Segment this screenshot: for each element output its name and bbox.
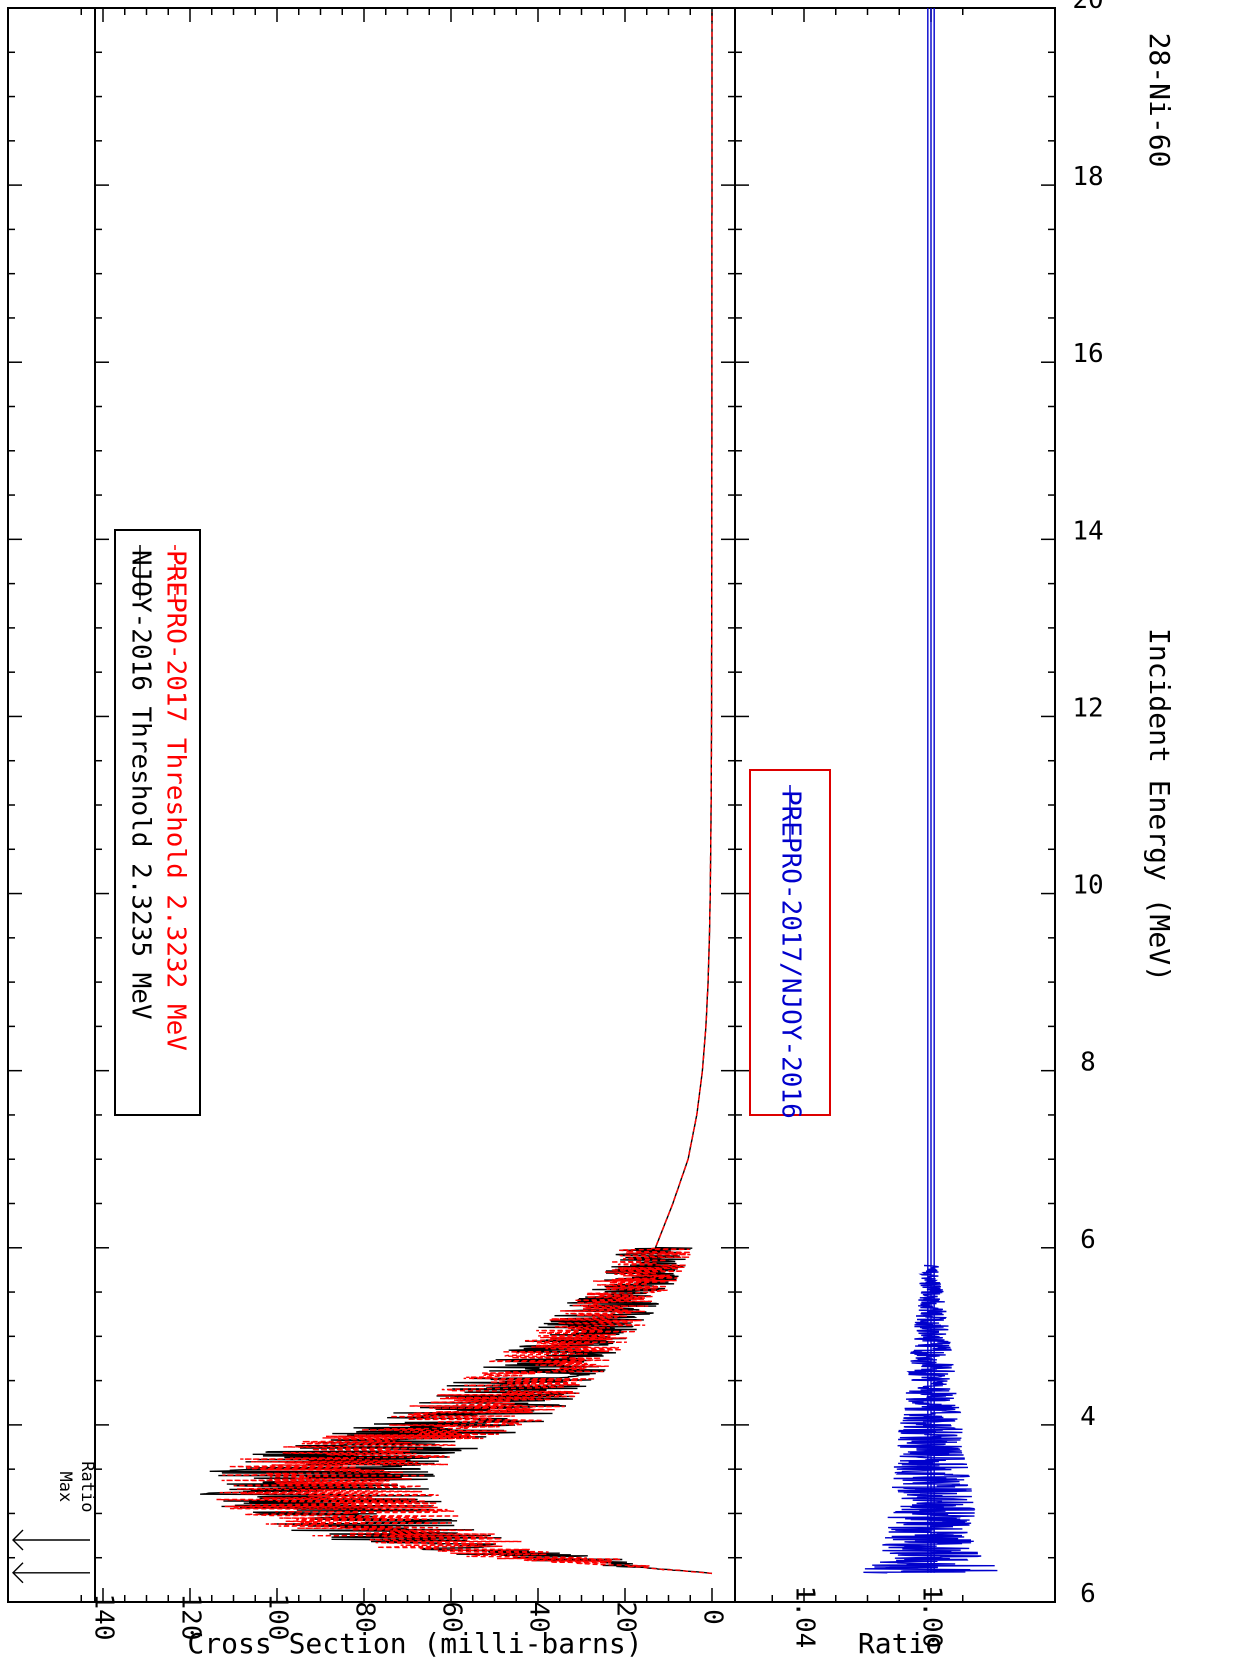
cross-section-axis-title: Cross Section (milli-barns) [187,1627,642,1660]
series-line-njoy [200,12,713,1575]
rotated-plot: 6 4 6 8 10 12 14 16 18 20 0 20 40 60 80 100 120 140 1.00 1.… [7,0,1177,1660]
ratio-axis-title: Ratio [858,1627,942,1660]
axis-ticks [8,7,1055,1603]
cross-section-legend: NJOY-2016 Threshold 2.3235 MeV PREPRO-20… [114,529,201,1116]
legend-prepro-label: PREPRO-2017 Threshold 2.3232 MeV [161,550,191,1051]
y-tick-label: 80 [350,1601,380,1632]
ratio-label: Ratio [77,1461,97,1512]
y-tick-label: 0 [698,1609,728,1625]
max-label: Max [55,1472,75,1503]
x-tick-label: 6 [1080,1579,1096,1609]
legend-njoy-label: NJOY-2016 Threshold 2.3235 MeV [126,550,156,1020]
x-tick-label: 4 [1080,1402,1096,1432]
cross-section-series [200,12,713,1575]
max-ratio-marker: Max Ratio [12,1461,97,1584]
x-tick-label: 10 [1072,871,1103,901]
material-label: 28-Ni-60 [1143,33,1176,168]
ratio-tick-label: 1.00 [917,1586,947,1649]
y-tick-label: 60 [437,1601,467,1632]
x-tick-label: 8 [1080,1048,1096,1078]
ratio-series [863,8,998,1574]
max-ratio-arrow-head [12,1562,24,1584]
ratio-tick-label: 1.04 [790,1586,820,1649]
x-tick-label: 16 [1072,339,1103,369]
legend-ratio-label: PREPRO-2017/NJOY-2016 [776,790,806,1119]
y-tick-label: 40 [524,1601,554,1632]
x-tick-label: 18 [1072,162,1103,192]
max-ratio-arrow-head [12,1529,24,1551]
y-tick-label: 140 [89,1594,119,1641]
max-ratio-strip [7,7,96,1603]
y-tick-label: 100 [263,1594,293,1641]
x-axis-title: Incident Energy (MeV) [1143,628,1176,982]
series-line-ratio [863,1264,998,1574]
ratio-legend: PREPRO-2017/NJOY-2016 [749,769,831,1119]
x-tick-label: 12 [1072,693,1103,723]
x-tick-label: 14 [1072,516,1103,546]
axis-labels: 6 4 6 8 10 12 14 16 18 20 0 20 40 60 80 100 120 140 1.00 1.… [89,0,1177,1660]
series-line-prepro [216,12,713,1575]
y-tick-label: 120 [176,1594,206,1641]
x-tick-label: 20 [1072,0,1103,15]
x-tick-label: 6 [1080,1225,1096,1255]
y-tick-label: 20 [611,1601,641,1632]
